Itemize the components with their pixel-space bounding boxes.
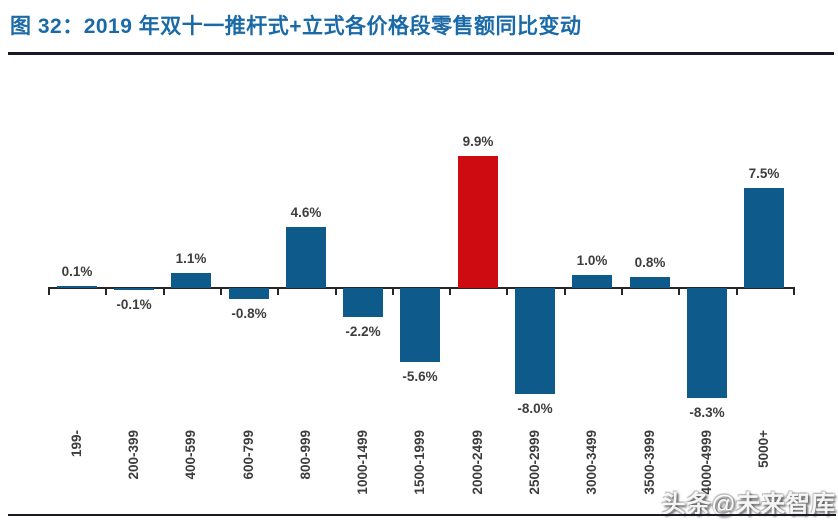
bottom-divider	[8, 514, 836, 516]
x-axis-category-label: 800-999	[298, 430, 313, 480]
x-axis-tick	[793, 288, 795, 295]
x-axis-tick	[48, 288, 50, 295]
bar-1500-1999	[400, 288, 440, 362]
x-axis-tick	[678, 288, 680, 295]
x-axis-tick	[392, 288, 394, 295]
x-axis-category-label: 600-799	[241, 430, 256, 480]
x-axis-category-label: 1500-1999	[412, 430, 427, 495]
x-axis-tick	[163, 288, 165, 295]
bar-400-599	[171, 273, 211, 288]
bar-value-label: -0.1%	[116, 297, 152, 312]
bar-value-label: 0.1%	[61, 264, 93, 279]
x-axis-category-label: 5000+	[756, 430, 771, 468]
bar-3500-3999	[630, 277, 670, 288]
x-axis-tick	[449, 288, 451, 295]
bar-value-label: -8.0%	[517, 401, 553, 416]
bar-value-label: 0.8%	[634, 255, 666, 270]
x-axis-category-label: 3500-3999	[642, 430, 657, 495]
title-divider	[8, 52, 834, 55]
bar-value-label: -8.3%	[689, 405, 725, 420]
bar-value-label: 4.6%	[290, 205, 322, 220]
x-axis-tick	[506, 288, 508, 295]
bar-value-label: -0.8%	[231, 306, 267, 321]
bar-2000-2499	[458, 156, 498, 288]
x-axis-category-label: 400-599	[183, 430, 198, 480]
x-axis-tick	[277, 288, 279, 295]
bar-200-399	[114, 288, 154, 290]
x-axis-tick	[621, 288, 623, 295]
bar-800-999	[286, 227, 326, 288]
x-axis-tick	[736, 288, 738, 295]
x-axis-tick	[105, 288, 107, 295]
x-axis-category-label: 2000-2499	[470, 430, 485, 495]
x-axis-category-label: 199-	[69, 430, 84, 458]
x-axis-category-label: 200-399	[126, 430, 141, 480]
bar-1000-1499	[343, 288, 383, 317]
x-axis-tick	[220, 288, 222, 295]
x-axis-tick	[564, 288, 566, 295]
bar-value-label: 7.5%	[748, 166, 780, 181]
bar-value-label: 1.0%	[576, 253, 608, 268]
figure-title: 图 32：2019 年双十一推杆式+立式各价格段零售额同比变动	[10, 15, 582, 38]
x-axis-category-label: 3000-3499	[584, 430, 599, 495]
x-axis-category-label: 2500-2999	[527, 430, 542, 495]
bar-2500-2999	[515, 288, 555, 394]
bar-4000-4999	[687, 288, 727, 398]
bar-600-799	[229, 288, 269, 299]
bar-5000+	[744, 188, 784, 288]
bar-199-	[57, 286, 97, 288]
bar-3000-3499	[572, 275, 612, 288]
bar-value-label: -2.2%	[345, 324, 381, 339]
bar-value-label: 9.9%	[462, 134, 494, 149]
x-axis-category-label: 1000-1499	[355, 430, 370, 495]
x-axis-tick	[335, 288, 337, 295]
watermark: 头条@未来智库	[661, 491, 836, 518]
bar-value-label: -5.6%	[402, 369, 438, 384]
bar-value-label: 1.1%	[175, 251, 207, 266]
